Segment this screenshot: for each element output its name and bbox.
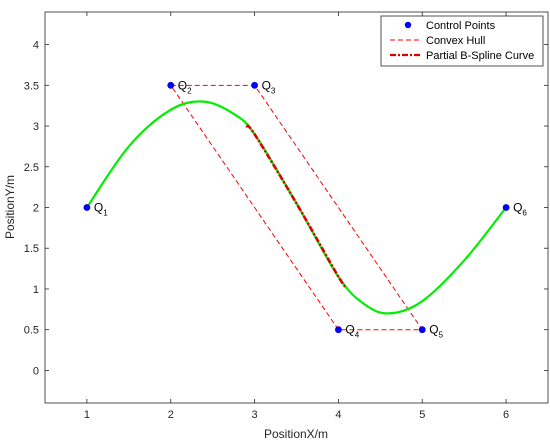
- x-tick-label: 5: [419, 409, 425, 421]
- y-tick-label: 4: [33, 40, 39, 52]
- y-axis-label: PositionY/m: [3, 175, 17, 239]
- y-tick-label: 2: [33, 203, 39, 215]
- control-point-label: Q3: [262, 78, 276, 95]
- legend-label-control-points: Control Points: [426, 20, 496, 32]
- control-point-marker: [502, 204, 510, 211]
- y-tick-label: 3.5: [24, 80, 39, 92]
- control-point-marker: [251, 81, 258, 89]
- y-tick-label: 2.5: [24, 162, 39, 174]
- control-point-label: Q1: [94, 201, 108, 218]
- control-point-label: Q4: [345, 323, 359, 340]
- legend: Control Points Convex Hull Partial B-Spl…: [380, 15, 544, 67]
- x-tick-label: 1: [84, 409, 90, 421]
- curve-group: [86, 100, 507, 315]
- x-tick-label: 4: [335, 409, 341, 421]
- y-tick-label: 1.5: [24, 243, 39, 255]
- control-point-label: Q2: [178, 78, 192, 95]
- axis-ticks: 1 2 3 4 5 6 0 0.5 1 1.5 2 2.5 3 3.5 4: [24, 12, 548, 421]
- control-point-marker: [335, 326, 342, 334]
- y-tick-label: 1: [33, 284, 39, 296]
- y-tick-label: 0: [33, 365, 39, 377]
- x-tick-label: 6: [503, 409, 509, 421]
- x-tick-label: 3: [252, 409, 258, 421]
- legend-label-partial-curve: Partial B-Spline Curve: [426, 50, 534, 62]
- control-point-label: Q6: [513, 201, 527, 218]
- x-axis-label: PositionX/m: [264, 427, 328, 441]
- y-tick-label: 0.5: [24, 325, 39, 337]
- control-point-marker: [167, 81, 175, 89]
- control-point-marker: [83, 204, 91, 211]
- control-point-label: Q5: [429, 323, 443, 340]
- y-tick-label: 3: [33, 121, 39, 133]
- partial-bspline-curve: [245, 124, 348, 289]
- plot-area: [44, 11, 549, 404]
- control-points-group: Q1 Q2 Q3 Q4 Q5 Q6: [83, 78, 527, 340]
- x-tick-label: 2: [168, 409, 174, 421]
- legend-label-convex-hull: Convex Hull: [426, 35, 485, 47]
- legend-marker-control-points: [404, 21, 412, 29]
- control-point-marker: [418, 326, 426, 334]
